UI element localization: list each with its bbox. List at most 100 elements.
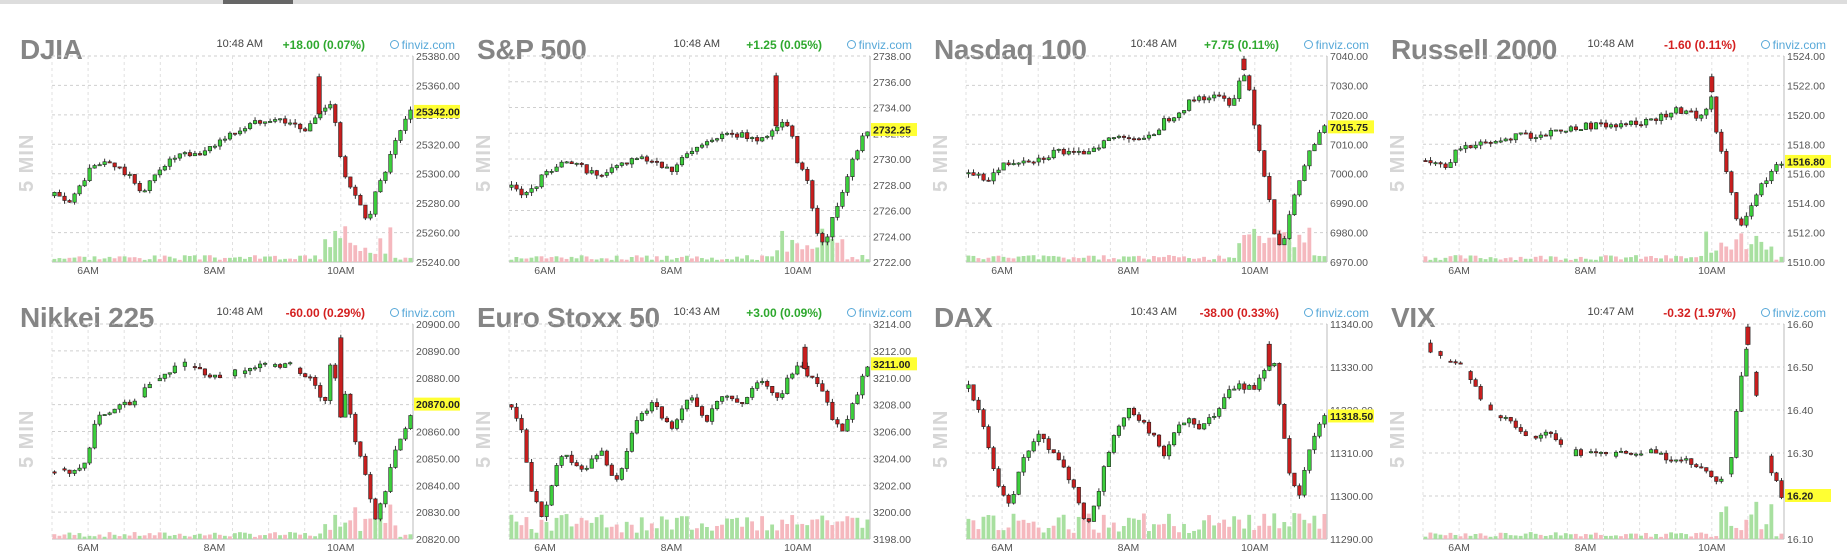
candle-body <box>227 132 233 140</box>
source-link[interactable]: finviz.com <box>1760 306 1826 320</box>
candle-body <box>639 156 644 159</box>
index-chart-panel[interactable]: VIX finviz.com -0.32 (1.97%) 10:47 AM 5 MIN 1… <box>1371 282 1831 554</box>
volume-bar <box>830 525 835 539</box>
chart-title[interactable]: Nikkei 225 <box>20 302 154 333</box>
source-link[interactable]: finviz.com <box>1303 38 1369 52</box>
source-link[interactable]: finviz.com <box>846 38 912 52</box>
volume-bar <box>529 257 534 262</box>
x-tick-label: 10AM <box>1241 265 1268 277</box>
volume-bar <box>1157 524 1161 539</box>
candle-body <box>1624 123 1629 126</box>
candle-body <box>1302 469 1307 496</box>
volume-bar <box>187 536 192 539</box>
candle-body <box>202 368 207 376</box>
index-chart-panel[interactable]: Nasdaq 100 finviz.com +7.75 (0.11%) 10:48 A… <box>914 14 1374 282</box>
candlestick-chart[interactable]: 16.60 16.50 16.40 16.30 16.20 16.10 6AM 8AM 10AM… <box>1371 282 1831 554</box>
change-value: -0.32 (1.97%) <box>1663 306 1736 320</box>
index-chart-panel[interactable]: Nikkei 225 finviz.com -60.00 (0.29%) 10:48 … <box>0 282 460 554</box>
candlestick-chart[interactable]: 1524.00 1522.00 1520.00 1518.00 1516.00 1514.… <box>1371 14 1831 282</box>
candle-body <box>1779 480 1784 498</box>
candle-body <box>1207 417 1212 424</box>
candlestick-chart[interactable]: 2738.002736.002734.002732.002730.002728.… <box>457 14 917 282</box>
source-link[interactable]: finviz.com <box>389 38 455 52</box>
index-chart-panel[interactable]: Russell 2000 finviz.com -1.60 (0.11%) 10:48… <box>1371 14 1831 282</box>
candle-body <box>177 153 182 159</box>
chart-title[interactable]: S&P 500 <box>477 34 587 65</box>
candle-body <box>1468 371 1473 381</box>
candle-body <box>1593 122 1599 130</box>
candle-body <box>92 165 97 169</box>
volume-bar <box>584 520 589 539</box>
volume-bar <box>1011 258 1016 262</box>
candle-body <box>1438 162 1443 165</box>
candle-body <box>544 504 549 517</box>
source-link[interactable]: finviz.com <box>1760 38 1826 52</box>
top-scroll-thumb[interactable] <box>223 0 293 4</box>
index-chart-panel[interactable]: Euro Stoxx 50 finviz.com +3.00 (0.09%) 10:4… <box>457 282 917 554</box>
candle-body <box>192 366 197 368</box>
candle-body <box>328 364 333 401</box>
candle-body <box>559 456 564 466</box>
volume-bar <box>212 257 217 262</box>
candle-body <box>1624 450 1629 454</box>
volume-bar <box>1021 519 1026 539</box>
candle-body <box>579 162 584 165</box>
volume-bar <box>1096 532 1101 539</box>
candlestick-chart[interactable]: 3214.00 3212.00 3210.00 3208.00 3206.00 3204.… <box>457 282 917 554</box>
volume-bar <box>1443 535 1448 539</box>
volume-bar <box>1759 241 1764 262</box>
volume-bar <box>986 257 991 262</box>
candlestick-chart[interactable]: 25380.0025360.0025340.0025320.0025300.00… <box>0 14 460 282</box>
candle-body <box>1126 137 1132 140</box>
index-chart-panel[interactable]: DAX finviz.com -38.00 (0.33%) 10:43 AM 5 MIN… <box>914 282 1374 554</box>
candle-body <box>182 152 187 155</box>
candle-body <box>1448 162 1453 168</box>
volume-bar <box>1624 534 1628 539</box>
x-tick-label: 6AM <box>991 542 1013 554</box>
index-chart-panel[interactable]: DJIA finviz.com +18.00 (0.07%) 10:48 AM 5 MI… <box>0 14 460 282</box>
volume-bar <box>52 258 57 262</box>
chart-title[interactable]: DJIA <box>20 34 83 65</box>
volume-bar <box>1749 244 1754 262</box>
chart-title[interactable]: DAX <box>934 302 993 333</box>
chart-title[interactable]: Russell 2000 <box>1391 34 1558 65</box>
source-link[interactable]: finviz.com <box>846 306 912 320</box>
candle-body <box>1538 134 1543 138</box>
volume-bar <box>67 532 72 539</box>
candle-body <box>278 364 283 368</box>
candle-body <box>1478 141 1483 146</box>
volume-bar <box>971 255 976 262</box>
volume-bar <box>1583 534 1588 539</box>
candle-body <box>664 417 669 423</box>
last-price-marker <box>1785 489 1831 502</box>
volume-bar <box>840 521 845 539</box>
candle-body <box>283 118 288 124</box>
candle-body <box>263 121 268 124</box>
candle-body <box>1694 110 1699 119</box>
candle-body <box>996 468 1001 487</box>
candle-body <box>820 383 825 392</box>
y-tick-label: 7030.00 <box>1330 80 1368 92</box>
index-chart-panel[interactable]: S&P 500 finviz.com +1.25 (0.05%) 10:48 AM 5 … <box>457 14 917 282</box>
volume-bar <box>1257 525 1262 539</box>
y-tick-label: 16.50 <box>1787 362 1813 374</box>
chart-title[interactable]: Nasdaq 100 <box>934 34 1087 65</box>
source-link[interactable]: finviz.com <box>1303 306 1369 320</box>
candlestick-chart[interactable]: 11340.0011330.0011320.0011310.0011300.00… <box>914 282 1374 554</box>
volume-bar <box>690 529 694 539</box>
volume-bar <box>172 534 177 539</box>
volume-bar <box>1152 256 1156 262</box>
source-link[interactable]: finviz.com <box>389 306 455 320</box>
candle-body <box>1629 452 1634 455</box>
candlestick-chart[interactable]: 20900.00 20890.00 20880.00 20870.00 20860.00… <box>0 282 460 554</box>
chart-title[interactable]: Euro Stoxx 50 <box>477 302 660 333</box>
chart-title[interactable]: VIX <box>1391 302 1436 333</box>
volume-bar <box>278 535 282 539</box>
candlestick-chart[interactable]: 7040.00 7030.00 7020.00 7010.00 7000.00 6990.… <box>914 14 1374 282</box>
volume-bar <box>1694 533 1699 539</box>
volume-bar <box>227 536 232 539</box>
candle-body <box>519 418 524 431</box>
candle-body <box>258 363 263 369</box>
candle-body <box>157 169 162 176</box>
volume-bar <box>810 519 815 539</box>
